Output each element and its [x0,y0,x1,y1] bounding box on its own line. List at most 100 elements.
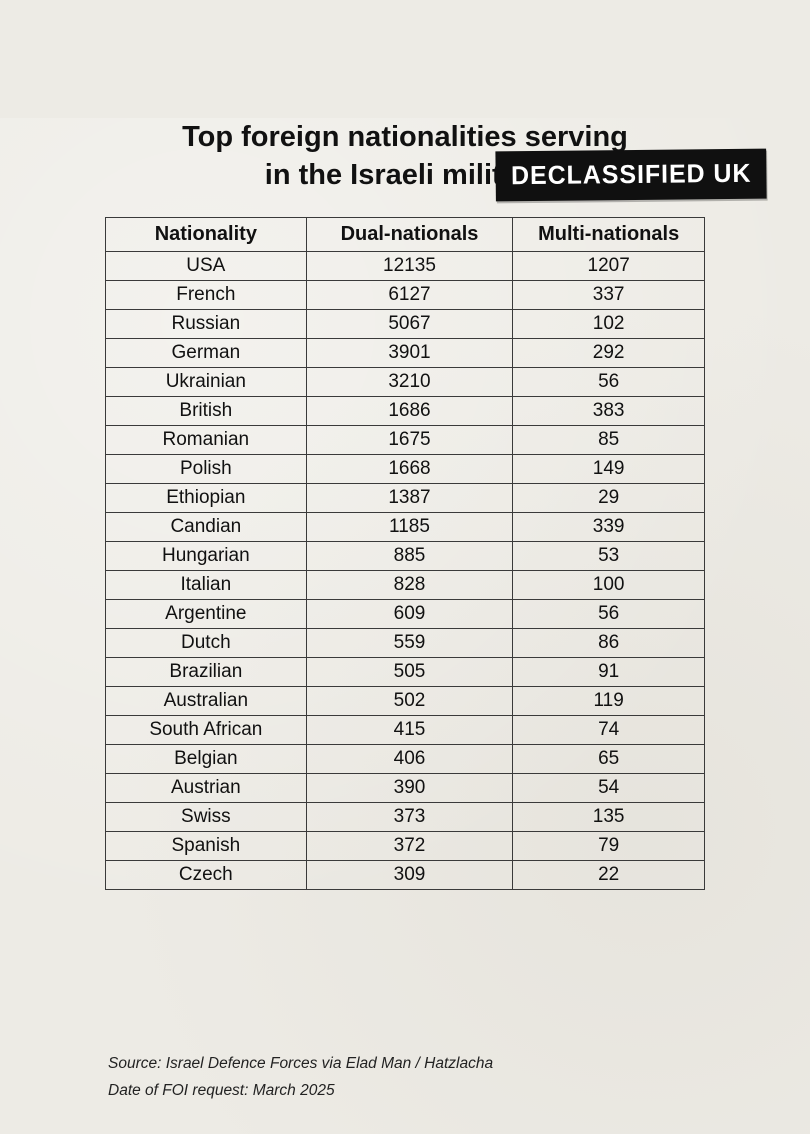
source-note: Source: Israel Defence Forces via Elad M… [108,1055,494,1072]
table-row: South African 415 74 [105,714,705,745]
nationality-cell: Polish [105,453,307,484]
nationality-cell: German [105,337,307,368]
nationality-cell: Spanish [105,830,307,861]
multi-nationals-cell: 337 [512,279,705,310]
multi-nationals-cell: 74 [512,714,705,745]
nationality-cell: Australian [105,685,307,716]
nationality-cell: Argentine [105,598,307,629]
multi-nationals-cell: 54 [512,772,705,803]
multi-nationals-cell: 102 [512,308,705,339]
multi-nationals-cell: 65 [512,743,705,774]
table-row: Czech 309 22 [105,859,705,890]
dual-nationals-cell: 502 [305,685,514,716]
table-row: Romanian 1675 85 [105,424,705,455]
nationality-cell: Brazilian [105,656,307,687]
table-row: British 1686 383 [105,395,705,426]
nationality-cell: Romanian [105,424,307,455]
table-row: Candian 1185 339 [105,511,705,542]
dual-nationals-cell: 1675 [305,424,514,455]
multi-nationals-cell: 85 [512,424,705,455]
nationality-cell: Dutch [105,627,307,658]
multi-nationals-cell: 119 [512,685,705,716]
nationality-cell: French [105,279,307,310]
dual-nationals-cell: 415 [305,714,514,745]
table-row: Ethiopian 1387 29 [105,482,705,513]
table-row: Dutch 559 86 [105,627,705,658]
table-row: USA 12135 1207 [105,250,705,281]
table-row: German 3901 292 [105,337,705,368]
multi-nationals-cell: 86 [512,627,705,658]
column-header-dual-nationals: Dual-nationals [305,216,514,252]
multi-nationals-cell: 53 [512,540,705,571]
table-row: Russian 5067 102 [105,308,705,339]
table-row: Spanish 372 79 [105,830,705,861]
multi-nationals-cell: 56 [512,598,705,629]
multi-nationals-cell: 383 [512,395,705,426]
dual-nationals-cell: 1387 [305,482,514,513]
column-header-multi-nationals: Multi-nationals [512,216,705,252]
multi-nationals-cell: 135 [512,801,705,832]
infographic-page: { "page": { "background_color": "#edebe5… [0,118,810,1134]
foi-date-note: Date of FOI request: March 2025 [108,1082,335,1100]
multi-nationals-cell: 22 [512,859,705,890]
dual-nationals-cell: 12135 [305,250,514,281]
column-header-nationality: Nationality [105,216,307,252]
table-row: Hungarian 885 53 [105,540,705,571]
dual-nationals-cell: 885 [305,540,514,571]
nationality-cell: USA [105,250,307,281]
dual-nationals-cell: 1185 [305,511,514,542]
dual-nationals-cell: 3901 [305,337,514,368]
dual-nationals-cell: 6127 [305,279,514,310]
dual-nationals-cell: 372 [305,830,514,861]
multi-nationals-cell: 339 [512,511,705,542]
data-table-container: Nationality Dual-nationals Multi-nationa… [105,216,705,890]
multi-nationals-cell: 29 [512,482,705,513]
nationality-cell: Swiss [105,801,307,832]
dual-nationals-cell: 309 [305,859,514,890]
dual-nationals-cell: 828 [305,569,514,600]
table-body: USA 12135 1207 French 6127 337 Russian 5067 102 G… [105,250,705,890]
nationality-cell: Russian [105,308,307,339]
nationality-cell: Candian [105,511,307,542]
dual-nationals-cell: 5067 [305,308,514,339]
dual-nationals-cell: 406 [305,743,514,774]
table-row: Austrian 390 54 [105,772,705,803]
table-header-row: Nationality Dual-nationals Multi-nationa… [105,216,705,252]
dual-nationals-cell: 505 [305,656,514,687]
nationality-cell: Hungarian [105,540,307,571]
table-row: Australian 502 119 [105,685,705,716]
multi-nationals-cell: 79 [512,830,705,861]
multi-nationals-cell: 149 [512,453,705,484]
table-row: Polish 1668 149 [105,453,705,484]
table-row: Argentine 609 56 [105,598,705,629]
multi-nationals-cell: 56 [512,366,705,397]
multi-nationals-cell: 100 [512,569,705,600]
nationality-cell: Ethiopian [105,482,307,513]
table-row: Italian 828 100 [105,569,705,600]
footer-notes: Source: Israel Defence Forces via Elad M… [108,1050,493,1104]
dual-nationals-cell: 559 [305,627,514,658]
table-row: Swiss 373 135 [105,801,705,832]
nationality-cell: South African [105,714,307,745]
table-row: French 6127 337 [105,279,705,310]
dual-nationals-cell: 1686 [305,395,514,426]
nationalities-table: Nationality Dual-nationals Multi-nationa… [105,216,705,890]
multi-nationals-cell: 91 [512,656,705,687]
dual-nationals-cell: 3210 [305,366,514,397]
table-row: Ukrainian 3210 56 [105,366,705,397]
page-title-line1: Top foreign nationalities serving [182,121,628,153]
dual-nationals-cell: 609 [305,598,514,629]
declassified-uk-logo: DECLASSIFIED UK [494,148,767,202]
dual-nationals-cell: 1668 [305,453,514,484]
nationality-cell: British [105,395,307,426]
nationality-cell: Austrian [105,772,307,803]
nationality-cell: Ukrainian [105,366,307,397]
nationality-cell: Czech [105,859,307,890]
nationality-cell: Belgian [105,743,307,774]
multi-nationals-cell: 292 [512,337,705,368]
nationality-cell: Italian [105,569,307,600]
dual-nationals-cell: 373 [305,801,514,832]
multi-nationals-cell: 1207 [512,250,705,281]
table-row: Brazilian 505 91 [105,656,705,687]
table-row: Belgian 406 65 [105,743,705,774]
